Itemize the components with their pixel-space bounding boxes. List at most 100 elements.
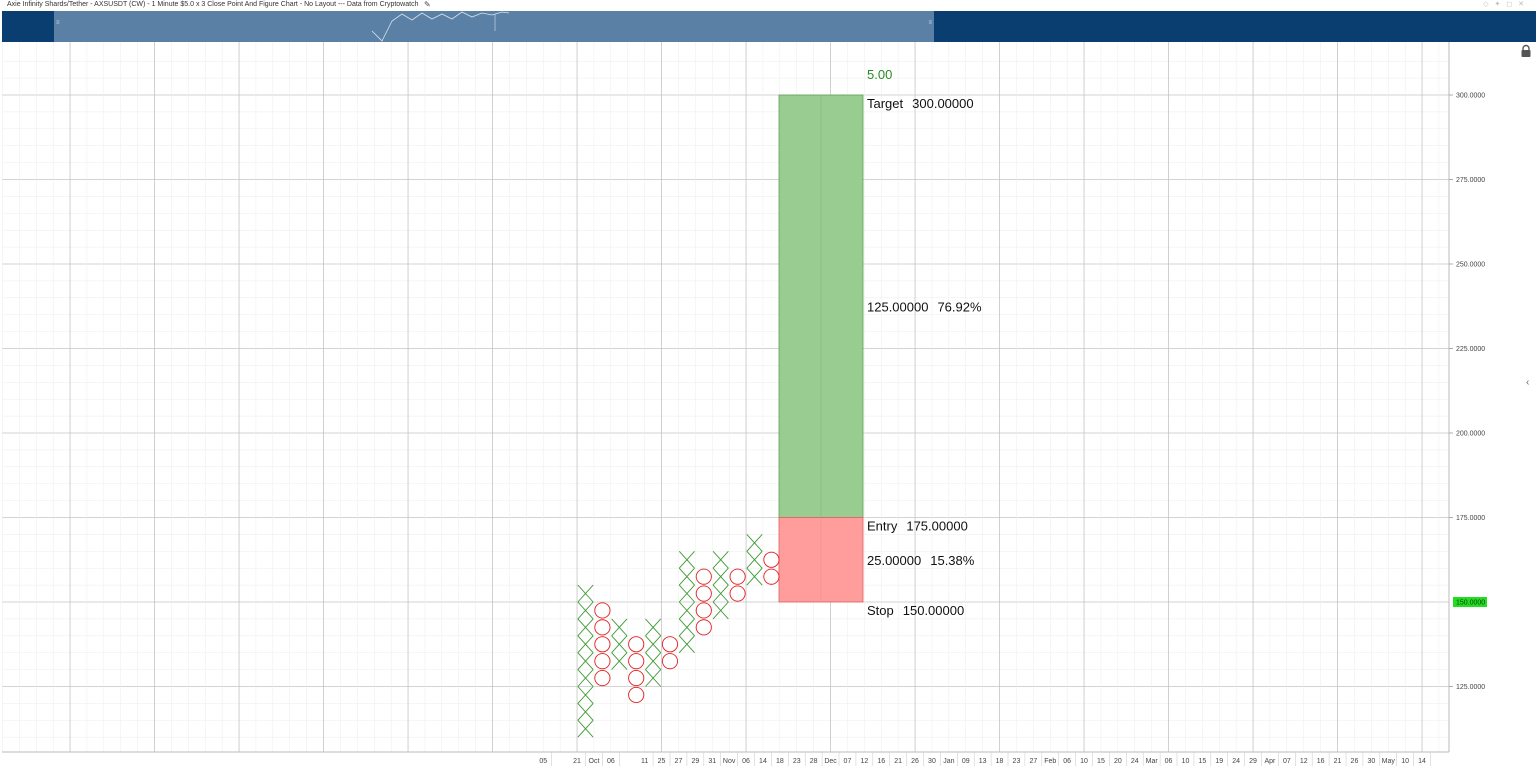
navigator-window[interactable]: ≡ ≡ [54, 11, 934, 42]
entry-value: 175.00000 [906, 519, 967, 534]
stop-label-text: Stop [867, 603, 894, 618]
o-mark [594, 636, 611, 653]
o-mark [628, 670, 645, 687]
x-tick-label: 29 [691, 758, 699, 765]
x-tick-label: Mar [1146, 758, 1159, 765]
x-tick-label: 09 [962, 758, 970, 765]
x-tick-label: 24 [1131, 758, 1139, 765]
x-tick-label: 11 [641, 758, 648, 765]
y-tick-label: 175.0000 [1456, 515, 1485, 522]
chevron-left-icon[interactable]: ‹ [1526, 377, 1530, 388]
o-column [729, 568, 746, 602]
o-mark [695, 602, 712, 619]
window-controls-icon[interactable]: ◇✦◻✕ [1483, 1, 1530, 8]
x-tick-label: Feb [1044, 758, 1056, 765]
x-mark [577, 635, 594, 654]
y-tick-label: 275.0000 [1456, 177, 1485, 184]
x-tick-label: 06 [742, 758, 750, 765]
x-tick-label: 30 [928, 758, 936, 765]
x-mark [678, 584, 695, 603]
x-tick-label: 14 [1418, 758, 1426, 765]
pnf-chart[interactable]: 5.00 Target 300.00000 125.00000 76.92% Ent… [0, 42, 1536, 769]
x-tick-label: Oct [589, 758, 600, 765]
x-mark [712, 550, 729, 569]
x-mark [645, 635, 662, 654]
x-tick-label: Apr [1264, 758, 1276, 765]
x-tick-label: 15 [1198, 758, 1206, 765]
x-mark [678, 601, 695, 620]
o-column [594, 602, 611, 687]
x-tick-label: Dec [824, 758, 837, 765]
x-tick-label: 28 [810, 758, 818, 765]
price-axis[interactable]: 300.0000 275.0000 250.0000 225.0000 200.0000… [1449, 93, 1487, 692]
x-mark [577, 669, 594, 687]
x-tick-label: 21 [894, 758, 902, 765]
x-tick-label: 23 [1013, 758, 1021, 765]
o-mark [628, 686, 645, 704]
x-tick-label: 31 [708, 758, 716, 765]
o-mark [661, 636, 679, 653]
stop-label: Stop 150.00000 [867, 603, 964, 618]
x-mark [645, 618, 662, 637]
x-mark [746, 567, 763, 586]
x-tick-label: 13 [979, 758, 987, 765]
o-mark [594, 619, 611, 636]
x-tick-label: 24 [1232, 758, 1240, 765]
x-tick-label: 27 [675, 758, 683, 765]
x-mark [577, 584, 594, 603]
navigator-handle-right-icon[interactable]: ≡ [928, 20, 932, 26]
chart-title: Axie Infinity Shards/Tether - AXSUSDT (C… [7, 1, 419, 8]
x-tick-label: 10 [1080, 758, 1088, 765]
x-mark [611, 635, 628, 654]
o-mark [763, 568, 780, 585]
entry-label: Entry 175.00000 [867, 519, 968, 534]
risk-label: 25.00000 15.38% [867, 553, 975, 568]
x-tick-label: May [1382, 758, 1396, 765]
x-tick-label: Nov [723, 758, 736, 765]
x-mark [645, 669, 662, 687]
x-mark [577, 703, 594, 721]
position-tool[interactable] [778, 94, 864, 603]
o-column [628, 636, 645, 704]
y-tick-label: 250.0000 [1456, 262, 1485, 269]
x-mark [746, 550, 763, 569]
navigator-handle-left-icon[interactable]: ≡ [56, 20, 60, 26]
x-mark [678, 567, 695, 586]
x-mark [712, 584, 729, 603]
x-mark [678, 618, 695, 637]
y-tick-label: 200.0000 [1456, 431, 1485, 438]
o-mark [628, 636, 645, 653]
risk-amount: 25.00000 [867, 553, 921, 568]
pnf-columns [577, 534, 780, 738]
x-column [678, 550, 695, 654]
x-tick-label: 26 [1351, 758, 1359, 765]
o-column [695, 568, 712, 636]
x-mark [712, 567, 729, 586]
x-tick-label: 12 [1300, 758, 1308, 765]
x-mark [611, 652, 628, 670]
target-label: Target 300.00000 [867, 96, 974, 111]
x-tick-label: 14 [759, 758, 767, 765]
o-column [763, 551, 780, 585]
o-mark [695, 619, 712, 636]
position-labels: 5.00 Target 300.00000 125.00000 76.92% Ent… [867, 67, 982, 618]
risk-percent: 15.38% [930, 553, 975, 568]
x-mark [577, 686, 594, 704]
title-bar: Axie Infinity Shards/Tether - AXSUSDT (C… [0, 0, 1536, 11]
target-label-text: Target [867, 96, 904, 111]
o-mark [594, 670, 611, 687]
time-navigator[interactable]: ≡ ≡ [2, 11, 1536, 42]
profit-amount: 125.00000 [867, 299, 928, 314]
o-mark [695, 585, 712, 602]
x-tick-label: 16 [877, 758, 885, 765]
profit-percent: 76.92% [937, 299, 982, 314]
x-mark [712, 601, 729, 620]
x-tick-label: 21 [1334, 758, 1342, 765]
time-axis[interactable]: 05 21 Oct 06 11 25 27 29 31 Nov 06 14 18 23 28 Dec 07 12 1… [539, 752, 1431, 766]
x-column [712, 550, 729, 620]
x-tick-label: 30 [1367, 758, 1375, 765]
lock-icon[interactable] [1519, 44, 1533, 58]
pencil-icon[interactable]: ✎ [424, 0, 431, 9]
navigator-sparkline [371, 11, 510, 42]
x-tick-label: 26 [911, 758, 919, 765]
